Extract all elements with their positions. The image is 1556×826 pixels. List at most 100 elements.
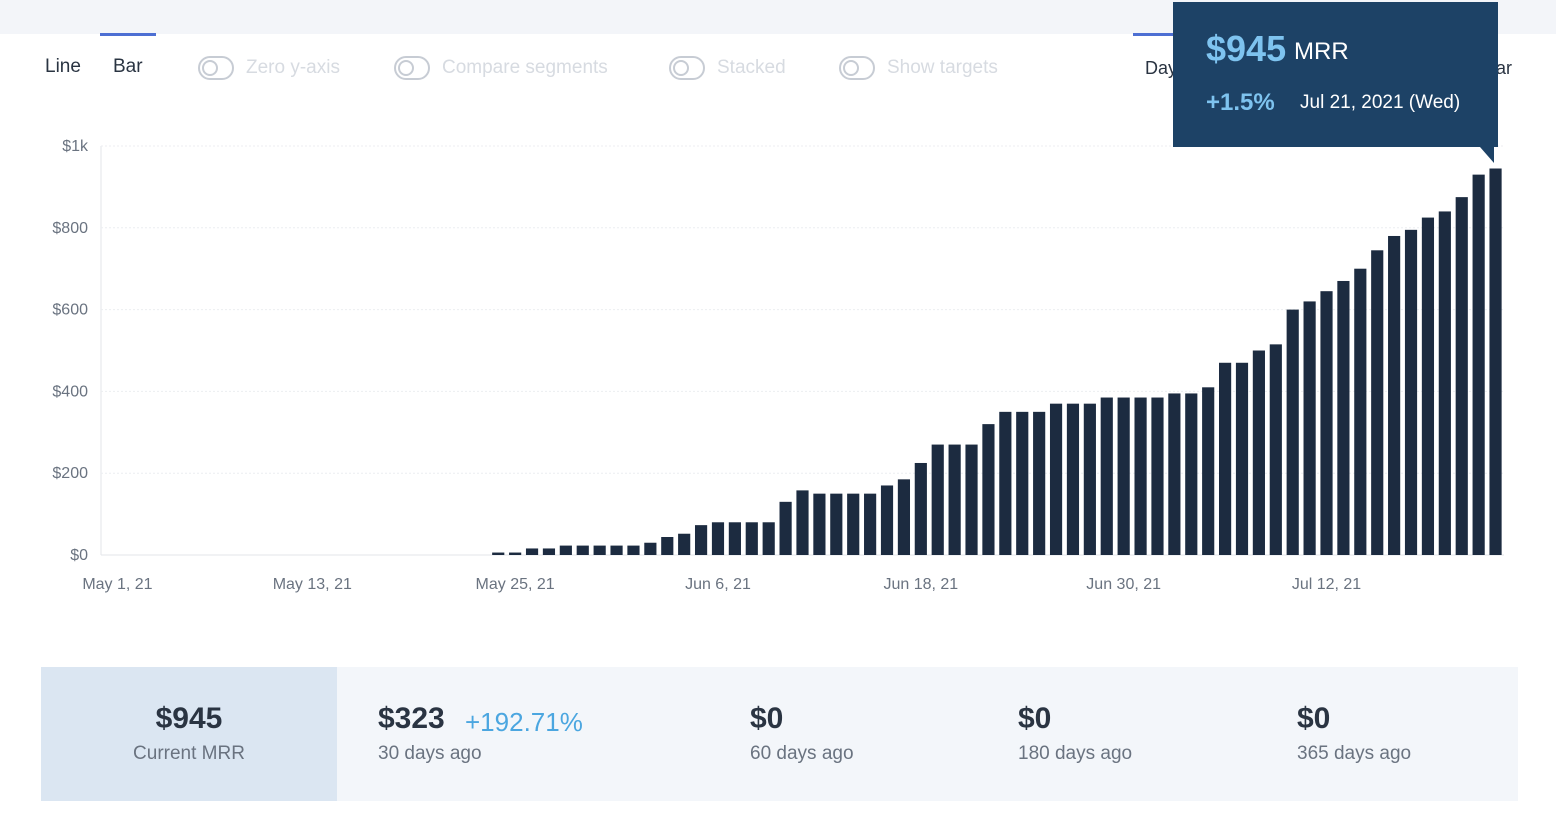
bar [999, 411, 1012, 555]
bar [1168, 393, 1181, 555]
toggle-label: Stacked [717, 57, 786, 78]
chart-tooltip: $945 MRR +1.5% Jul 21, 2021 (Wed) [1173, 2, 1498, 163]
stat-60-days-ago[interactable]: $0 60 days ago [750, 667, 950, 801]
bar [1219, 362, 1232, 555]
y-tick-label: $200 [52, 465, 88, 482]
tab-bar-underline [100, 33, 156, 36]
stat-30-days-ago[interactable]: $323 +192.71% 30 days ago [378, 667, 678, 801]
bar [728, 522, 741, 555]
tab-year[interactable]: ar [1496, 58, 1513, 78]
stat-label: 365 days ago [1297, 743, 1412, 764]
stats-row: $945 Current MRR $323 +192.71% 30 days a… [41, 667, 1518, 801]
tooltip-pointer [1480, 147, 1494, 163]
tooltip-value: $945 [1206, 28, 1287, 69]
x-tick-label: Jun 30, 21 [1086, 576, 1161, 593]
bar [1049, 403, 1063, 555]
bar [610, 545, 623, 555]
bar [1134, 397, 1147, 555]
x-tick-label: Jun 6, 21 [685, 576, 751, 593]
bar [1337, 280, 1350, 555]
chart-bars [492, 168, 1502, 556]
bar [880, 485, 894, 555]
bar [779, 501, 792, 555]
toggle-switch[interactable] [839, 56, 875, 80]
stat-value: $0 [750, 702, 784, 735]
stat-365-days-ago[interactable]: $0 365 days ago [1297, 667, 1497, 801]
bar [1016, 411, 1029, 555]
bar [762, 522, 775, 555]
bar [1438, 211, 1451, 555]
bar [1066, 403, 1080, 555]
stat-label: 180 days ago [1018, 743, 1133, 764]
stat-label: 30 days ago [378, 743, 482, 764]
bar [492, 552, 505, 555]
tab-line[interactable]: Line [45, 56, 81, 77]
bar [965, 444, 978, 555]
bar [1286, 309, 1299, 555]
bar [711, 522, 725, 555]
y-axis-ticks: $0 $200 $400 $600 $800 $1k [52, 138, 89, 564]
y-tick-label: $600 [52, 302, 88, 319]
stat-value: $0 [1297, 702, 1331, 735]
bar [914, 462, 927, 555]
y-tick-label: $800 [52, 220, 88, 237]
bar [1033, 411, 1046, 555]
bar [1455, 197, 1468, 556]
toggle-zero-y-axis[interactable]: Zero y-axis [198, 55, 340, 81]
bar [1489, 168, 1502, 555]
bar [796, 490, 809, 555]
stat-value: $0 [1018, 702, 1052, 735]
bar [661, 537, 674, 555]
toggle-switch[interactable] [394, 56, 430, 80]
toggle-switch[interactable] [669, 56, 705, 80]
tab-bar[interactable]: Bar [113, 56, 143, 77]
bar [1185, 393, 1198, 555]
bar [1100, 397, 1113, 555]
bar [745, 522, 758, 555]
tab-day[interactable]: Day [1145, 58, 1178, 78]
bar [1151, 397, 1164, 555]
toggle-stacked[interactable]: Stacked [669, 55, 786, 81]
bar [931, 444, 944, 555]
bar [694, 525, 708, 555]
x-tick-label: Jun 18, 21 [883, 576, 958, 593]
bar [525, 548, 539, 555]
x-axis-ticks: May 1, 21 May 13, 21 May 25, 21 Jun 6, 21 Ju… [82, 576, 1361, 593]
tooltip-date: Jul 21, 2021 (Wed) [1300, 92, 1461, 113]
bar [830, 493, 843, 555]
bar [678, 533, 691, 555]
y-tick-label: $0 [70, 547, 88, 564]
bar [542, 548, 556, 555]
stat-180-days-ago[interactable]: $0 180 days ago [1018, 667, 1218, 801]
bar [948, 444, 961, 555]
x-tick-label: May 1, 21 [82, 576, 152, 593]
bar [1303, 301, 1316, 555]
toggle-switch[interactable] [198, 56, 234, 80]
bar [1083, 403, 1096, 555]
stat-value: $323 [378, 702, 445, 735]
bar [1269, 344, 1282, 555]
bar [1388, 235, 1401, 555]
stat-label: 60 days ago [750, 743, 854, 764]
tooltip-change: +1.5% [1206, 89, 1275, 116]
stat-current-mrr[interactable]: $945 Current MRR [41, 667, 337, 801]
toggle-label: Show targets [887, 57, 998, 78]
bar [1421, 217, 1435, 555]
x-tick-label: May 25, 21 [476, 576, 555, 593]
toggle-label: Zero y-axis [246, 57, 340, 78]
x-tick-label: May 13, 21 [273, 576, 352, 593]
bar [509, 552, 522, 555]
tab-day-underline [1133, 33, 1183, 36]
x-tick-label: Jul 12, 21 [1292, 576, 1361, 593]
bar [864, 493, 877, 555]
stat-change: +192.71% [465, 707, 583, 737]
bar [576, 545, 589, 555]
tooltip-metric: MRR [1294, 38, 1349, 65]
bar [1202, 387, 1215, 555]
bar [1117, 397, 1130, 555]
bar [1354, 268, 1367, 555]
toggle-compare-segments[interactable]: Compare segments [394, 55, 608, 81]
toggle-show-targets[interactable]: Show targets [839, 55, 998, 81]
stat-value: $945 [155, 702, 223, 735]
bar [593, 545, 606, 555]
